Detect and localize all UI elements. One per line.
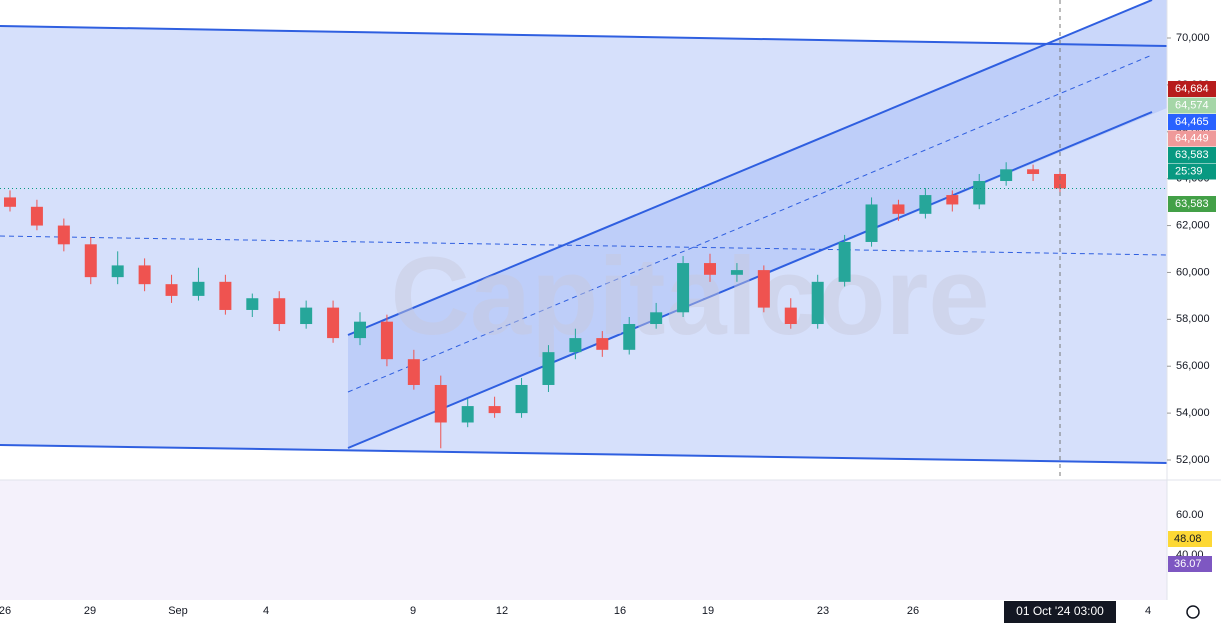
y-tick-label: 52,000 xyxy=(1176,454,1210,466)
y-tick-label: 70,000 xyxy=(1176,32,1210,44)
candle-body xyxy=(219,281,232,310)
x-tick-label: 4 xyxy=(1145,605,1151,617)
x-tick-label: 4 xyxy=(263,605,269,617)
price-tag-label: 64,574 xyxy=(1175,99,1209,111)
price-tag-label: 64,684 xyxy=(1175,83,1209,95)
candle-body xyxy=(407,359,420,385)
price-tag xyxy=(1168,97,1216,114)
watermark: Capitalcore xyxy=(390,235,989,358)
candle-body xyxy=(192,281,205,296)
candle-body xyxy=(57,225,70,245)
rsi-pane xyxy=(0,480,1167,600)
settings-icon[interactable] xyxy=(1186,605,1200,619)
price-tag xyxy=(1168,81,1216,97)
crosshair-label: 01 Oct '24 03:00 xyxy=(1016,604,1104,618)
y-tick-label: 54,000 xyxy=(1176,407,1210,419)
candle-body xyxy=(111,265,124,278)
candle-body xyxy=(784,307,797,325)
rsi-tag-label: 36.07 xyxy=(1174,558,1202,570)
candle-body xyxy=(757,270,770,308)
y-tick-label: 62,000 xyxy=(1176,219,1210,231)
y-tick-label: 60.00 xyxy=(1176,509,1204,521)
candle-body xyxy=(596,338,609,350)
candle-body xyxy=(623,324,636,350)
rsi-tag-label: 48.08 xyxy=(1174,533,1202,545)
x-tick-label: 9 xyxy=(410,605,416,617)
x-tick-label: 19 xyxy=(702,605,714,617)
price-tag-label: 25:39 xyxy=(1175,165,1203,177)
x-tick-label: 16 xyxy=(614,605,626,617)
candle-body xyxy=(865,204,878,242)
x-tick-label: 23 xyxy=(817,605,829,617)
candle-body xyxy=(973,181,986,205)
candle-body xyxy=(515,384,528,414)
candle-body xyxy=(569,338,582,353)
candle-body xyxy=(165,284,178,296)
channel-line xyxy=(347,0,1153,336)
channel-line xyxy=(347,111,1153,449)
mid-line xyxy=(0,235,1168,256)
price-tag-label: 63,583 xyxy=(1175,149,1209,161)
price-tag xyxy=(1168,114,1216,130)
candle-body xyxy=(946,195,959,205)
y-tick-label: 60,000 xyxy=(1176,266,1210,278)
price-tag xyxy=(1168,147,1216,163)
candle-body xyxy=(811,281,824,325)
candle-body xyxy=(4,197,16,207)
price-tag-label: 64,465 xyxy=(1175,116,1209,128)
candle-body xyxy=(1054,173,1066,189)
price-tag-label: 63,583 xyxy=(1175,198,1209,210)
candle-body xyxy=(650,312,663,325)
x-tick-label: 29 xyxy=(84,605,96,617)
candle-body xyxy=(30,206,43,226)
candle-body xyxy=(677,263,690,313)
price-tag-label: 64,449 xyxy=(1175,132,1209,144)
rsi-tag xyxy=(1168,556,1212,572)
candle-body xyxy=(84,244,97,278)
channel-line xyxy=(0,25,1168,47)
crosshair-tag xyxy=(1004,601,1116,623)
candle-body xyxy=(1000,169,1013,182)
candle-body xyxy=(246,298,259,310)
rising-channel xyxy=(348,0,1167,448)
candle-body xyxy=(327,307,340,339)
candle-body xyxy=(380,321,393,360)
candle-body xyxy=(434,384,447,423)
candle-body xyxy=(488,406,501,414)
y-tick-label: 58,000 xyxy=(1176,313,1210,325)
x-tick-label: 26 xyxy=(907,605,919,617)
candle-body xyxy=(704,263,716,275)
candle-body xyxy=(273,298,286,325)
candle-body xyxy=(542,352,555,385)
price-tag xyxy=(1168,196,1216,212)
x-tick-label: Sep xyxy=(168,605,188,617)
candle-body xyxy=(300,307,313,325)
candle-body xyxy=(919,195,932,214)
price-tag xyxy=(1168,130,1216,147)
channel-mid xyxy=(347,54,1153,393)
price-tag xyxy=(1168,163,1216,180)
candle-body xyxy=(461,406,474,423)
x-tick-label: 26 xyxy=(0,605,11,617)
candle-body xyxy=(838,241,851,282)
x-tick-label: 12 xyxy=(496,605,508,617)
channel-line xyxy=(0,444,1168,464)
candle-body xyxy=(1027,169,1040,174)
candle-body xyxy=(138,265,151,285)
y-tick-label: 56,000 xyxy=(1176,360,1210,372)
candle-body xyxy=(354,321,366,339)
candle-body xyxy=(730,270,743,275)
rsi-tag xyxy=(1168,531,1212,547)
candle-body xyxy=(892,204,905,214)
